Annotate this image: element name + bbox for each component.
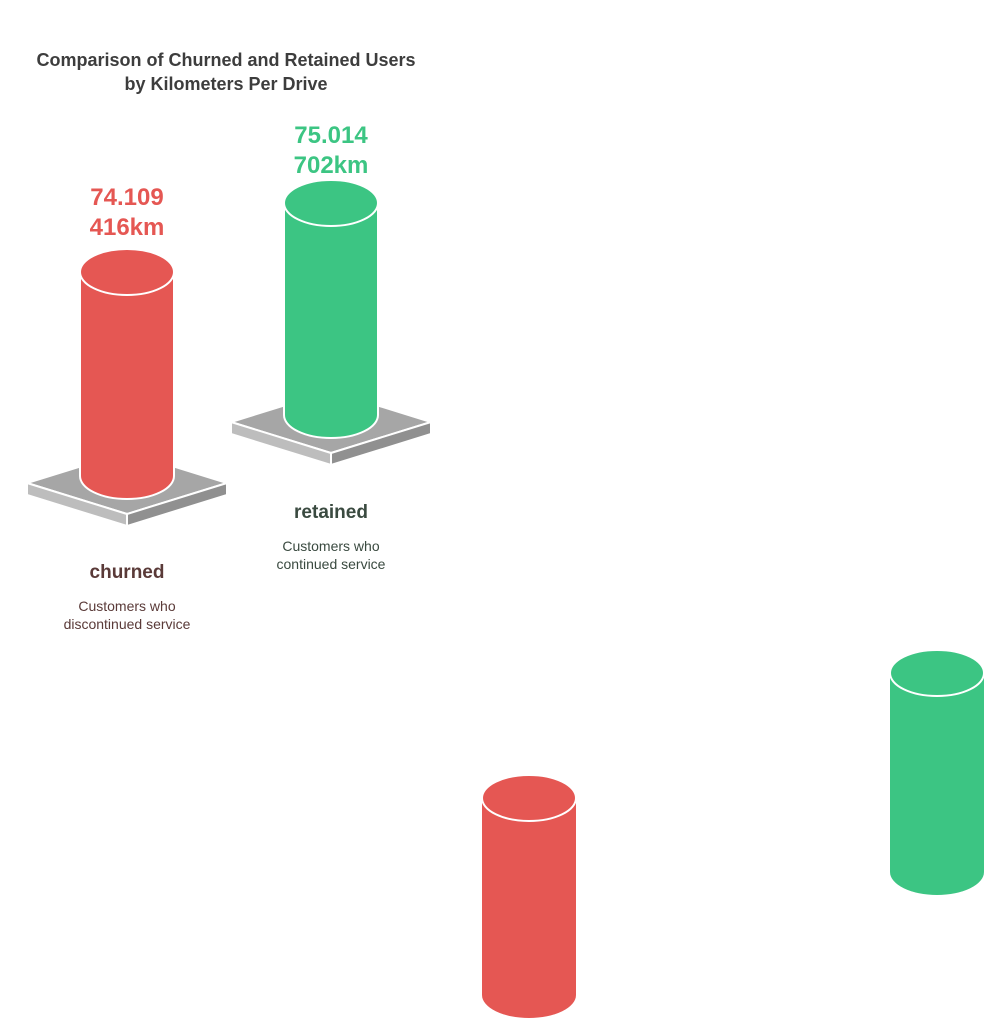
decor-cylinder-green	[889, 649, 985, 895]
value-label-churned-line-2: 416km	[89, 214, 165, 241]
category-description-churned-line-2: discontinued service	[63, 616, 191, 632]
value-label-retained-line-2: 702km	[293, 152, 369, 179]
bar-retained	[283, 179, 379, 439]
category-description-retained-line-2: continued service	[276, 556, 386, 572]
category-label-retained: retained	[294, 502, 368, 523]
value-label-retained-line-1: 75.014	[294, 122, 368, 149]
value-label-churned-line-1: 74.109	[90, 184, 164, 211]
value-label-retained: 75.014 702km	[251, 121, 411, 181]
category-description-retained: Customers who continued service	[231, 537, 431, 573]
category-description-churned-line-1: Customers who	[78, 598, 176, 614]
category-description-retained-line-1: Customers who	[282, 538, 380, 554]
category-label-churned: churned	[89, 562, 165, 583]
chart-title-line-1: Comparison of Churned and Retained Users	[36, 50, 416, 70]
value-label-churned: 74.109 416km	[47, 183, 207, 243]
decor-cylinder-red	[481, 774, 577, 1018]
bar-retained-top	[283, 179, 379, 227]
bar-churned-top	[79, 248, 175, 296]
bar-churned	[79, 248, 175, 500]
category-description-churned: Customers who discontinued service	[27, 597, 227, 633]
bar-retained-body	[283, 202, 379, 439]
chart-title: Comparison of Churned and Retained Users…	[20, 48, 432, 96]
bar-churned-body	[79, 271, 175, 500]
chart-title-line-2: by Kilometers Per Drive	[124, 74, 328, 94]
